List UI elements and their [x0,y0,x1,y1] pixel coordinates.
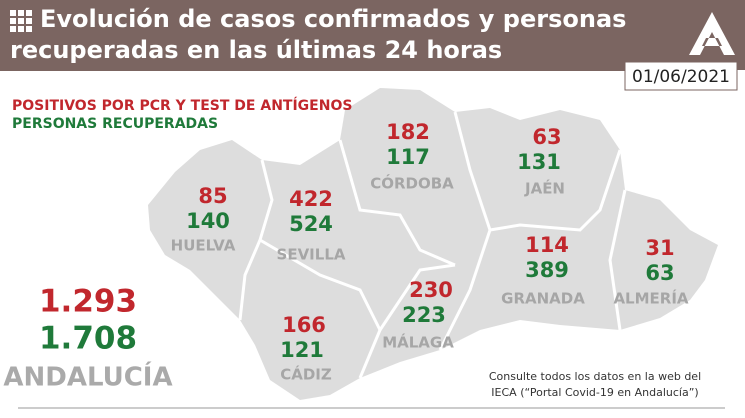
recovered: 140 [186,209,230,233]
footnote: Consulte todos los datos en la web del [489,370,701,383]
province-name: CÓRDOBA [370,174,454,193]
recovered: 121 [280,338,324,362]
province-borders [238,111,627,379]
positives: 31 [645,236,674,260]
legend-positives: POSITIVOS POR PCR Y TEST DE ANTÍGENOS [12,97,352,114]
positives: 422 [289,187,333,211]
recovered: 117 [386,145,430,169]
positives: 182 [386,120,430,144]
province-name: MÁLAGA [382,333,454,352]
positives: 85 [198,184,227,208]
recovered: 389 [525,258,569,282]
footnote: IECA (“Portal Covid-19 en Andalucía”) [491,386,698,399]
positives: 63 [532,125,561,149]
province-name: HUELVA [171,237,236,255]
date-box [624,61,738,91]
recovered: 524 [289,212,333,236]
recovered: 63 [645,261,674,285]
province-name: JAÉN [524,179,565,198]
grid-icon [10,10,32,32]
recovered: 131 [517,150,561,174]
province-name: CÁDIZ [280,365,332,384]
logo [689,12,735,55]
date: 01/06/2021 [632,67,730,87]
header-band [0,0,745,70]
positives: 166 [282,313,326,337]
title-line: Evolución de casos confirmados y persona… [40,5,626,33]
total-recovered: 1.708 [39,321,137,357]
title-line: recuperadas en las últimas 24 horas [10,36,502,64]
province-name: ALMERÍA [613,289,688,308]
province-name: GRANADA [501,290,585,308]
total-positives: 1.293 [39,284,137,320]
map-shape [148,88,718,400]
province-name: SEVILLA [277,246,346,264]
recovered: 223 [402,303,446,327]
region-name: ANDALUCÍA [3,361,172,393]
legend-recovered: PERSONAS RECUPERADAS [12,116,218,132]
positives: 230 [409,278,453,302]
positives: 114 [525,233,569,257]
